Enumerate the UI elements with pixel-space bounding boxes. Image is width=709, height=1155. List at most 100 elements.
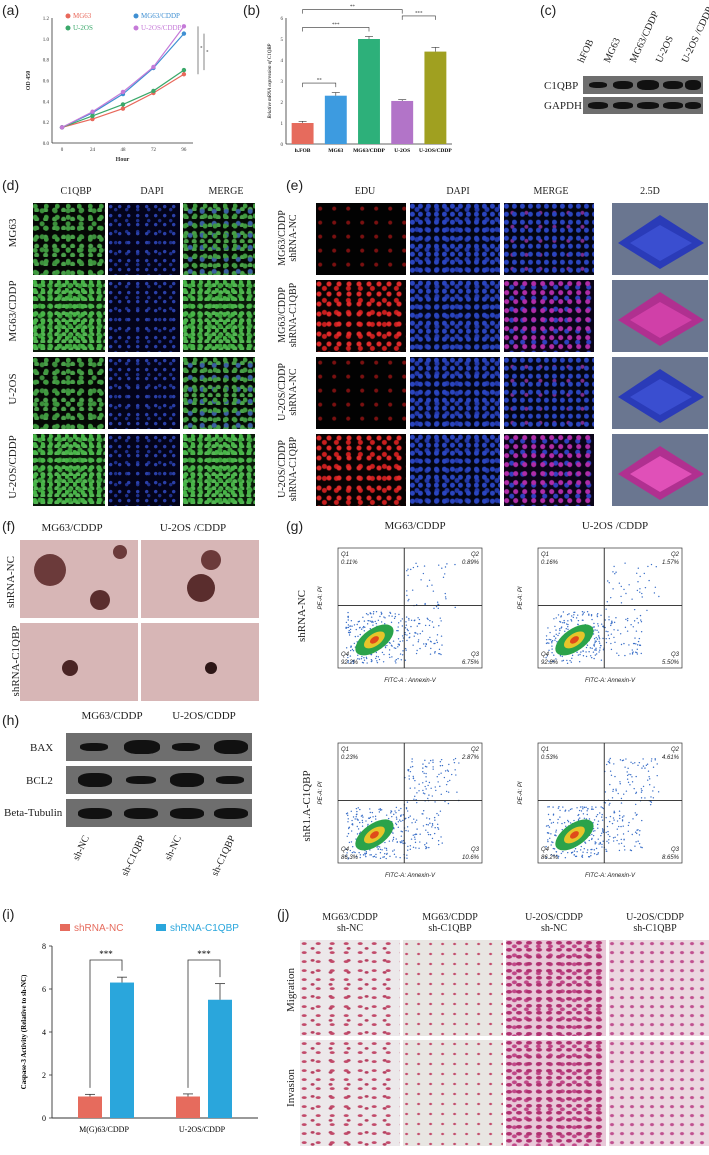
scatter-point [407,568,409,570]
scatter-point [604,619,606,621]
scatter-point [349,625,351,627]
quadrant-name: Q2 [671,747,680,753]
data-point [90,113,95,119]
scatter-point [423,565,426,567]
x-tick-label: 96 [181,148,187,153]
scatter-point [616,834,619,836]
scatter-point [602,625,604,628]
scatter-point [602,831,605,834]
scatter-point [635,791,638,794]
scatter-point [626,619,629,622]
scatter-point [402,814,405,816]
scatter-point [577,623,579,626]
scatter-point [633,620,636,622]
if-image-dapi-mg63 [108,203,180,275]
scatter-point [597,820,600,822]
scatter-point [409,845,412,847]
scatter-point [590,855,592,857]
scatter-point [650,563,653,566]
scatter-point [594,629,596,631]
scatter-point [651,758,653,760]
scatter-point [618,582,621,584]
scatter-point [592,808,594,811]
data-point [181,31,187,36]
scatter-point [555,633,557,635]
scatter-point [616,652,618,654]
y-tick-label: 6 [42,985,46,994]
scatter-point [384,617,386,619]
quadrant-value-q2: 4.61% [662,755,680,761]
scatter-point [381,651,384,654]
scatter-point [611,797,614,799]
scatter-point [637,764,639,767]
data-point [90,116,95,122]
scatter-point [439,617,441,619]
scatter-point [365,855,367,858]
scatter-point [613,565,615,568]
scatter-point [549,639,552,641]
scatter-point [579,849,582,851]
scatter-point [609,835,611,838]
scatter-point [357,807,359,809]
scatter-point [394,647,397,650]
scatter-point [437,814,440,816]
if-image-c1qbp-u2os [33,357,105,429]
y-axis-label: Caspase-3 Activity (Relative to sh-NC) [20,974,28,1089]
scatter-point [440,758,443,761]
y-axis-label: Relative mRNA expression of C1QBP [268,44,273,120]
scatter-point [430,787,432,789]
scatter-point [571,654,574,657]
quadrant-name: Q4 [341,847,350,853]
data-point [120,106,126,111]
scatter-point [422,825,425,827]
scatter-point [608,839,610,841]
scatter-point [427,824,429,826]
panel-e-row-line: shRNA-C1QBP [288,436,299,502]
scatter-point [362,625,365,628]
scatter-point [628,821,630,824]
scatter-point [636,644,639,646]
scatter-point [552,821,555,824]
scatter-point [347,624,350,626]
scatter-point [614,573,616,575]
scatter-point [593,626,595,628]
scatter-point [555,831,557,833]
panel-j-col-label-2: MG63/CDDP sh-C1QBP [402,912,498,934]
scatter-point [380,809,383,811]
scatter-point [393,853,396,856]
scatter-point [402,637,405,639]
scatter-point [416,633,419,635]
scatter-point [553,635,555,637]
scatter-point [636,617,638,620]
scatter-point [627,781,630,784]
scatter-point [361,821,364,824]
scatter-point [609,770,612,772]
scatter-point [636,653,639,655]
scatter-point [425,842,428,844]
scatter-point [591,647,593,650]
scatter-point [437,826,439,829]
scatter-point [406,854,408,856]
scatter-point [357,635,359,638]
x-tick-label: MG63/CDDP [353,148,385,154]
scatter-point [646,763,649,765]
scatter-point [632,626,634,628]
scatter-point [404,631,406,634]
scatter-point [391,615,393,617]
scatter-point [397,826,399,829]
scatter-point [561,660,563,662]
scatter-point [387,817,390,820]
scatter-point [609,802,611,805]
scatter-point [376,660,378,662]
y-axis-label: PE-A: PI [518,781,524,804]
scatter-point [365,656,368,659]
scatter-point [605,848,607,851]
scatter-point [589,647,592,649]
scatter-point [595,647,597,650]
scatter-point [658,595,660,598]
scatter-point [456,791,458,793]
scatter-point [408,637,410,639]
legend-swatch [60,924,70,931]
scatter-point [406,801,409,803]
scatter-point [416,565,419,568]
